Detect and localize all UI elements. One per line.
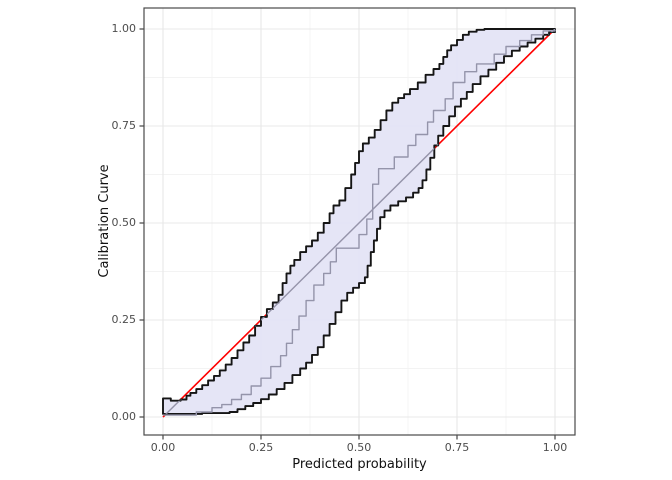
y-tick-label: 0.50 xyxy=(111,216,137,229)
calibration-step-curve xyxy=(163,29,556,416)
y-tick-label: 0.00 xyxy=(111,410,137,423)
y-tick-label: 1.00 xyxy=(111,22,137,35)
x-axis-title: Predicted probability xyxy=(292,457,427,472)
x-tick-label: 0.75 xyxy=(444,441,470,454)
panel-border xyxy=(143,7,576,436)
y-axis-title: Calibration Curve xyxy=(97,164,112,278)
y-tick-label: 0.75 xyxy=(111,119,137,132)
y-tick-label: 0.25 xyxy=(111,313,137,326)
x-tick-label: 0.25 xyxy=(248,441,274,454)
x-tick-label: 0.50 xyxy=(346,441,372,454)
x-tick-label: 1.00 xyxy=(542,441,568,454)
x-tick-label: 0.00 xyxy=(150,441,176,454)
